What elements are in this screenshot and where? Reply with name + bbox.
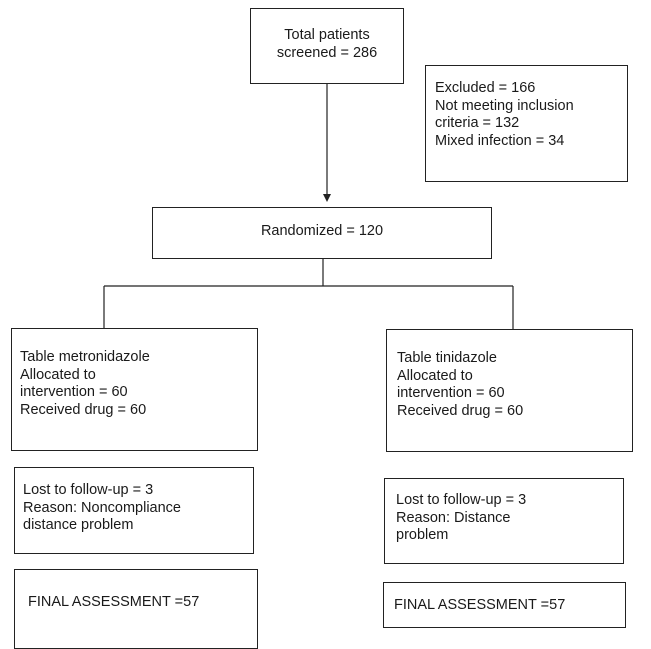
excluded-box: Excluded = 166 Not meeting inclusion cri… (425, 65, 628, 182)
left-allocation-box: Table metronidazole Allocated to interve… (11, 328, 258, 451)
right-followup-line-2: Reason: Distance (396, 509, 511, 526)
left-followup-line-1: Lost to follow-up = 3 (23, 482, 154, 498)
excluded-line-1: Excluded = 166 (435, 80, 536, 96)
right-allocation-line-4: Received drug = 60 (397, 402, 524, 419)
randomized-line-1: Randomized = 120 (260, 223, 384, 239)
screened-box: Total patients screened = 286 (250, 8, 404, 84)
left-followup-box: Lost to follow-up = 3 Reason: Noncomplia… (14, 467, 254, 554)
screened-line-1: Total patients (284, 27, 370, 43)
right-allocation-box: Table tinidazole Allocated to interventi… (386, 329, 633, 452)
left-allocation-line-4: Received drug = 60 (20, 401, 147, 418)
randomized-box: Randomized = 120 (152, 207, 492, 259)
left-allocation-line-2: Allocated to (20, 366, 96, 383)
excluded-line-3: criteria = 132 (435, 115, 520, 131)
right-allocation-line-1: Table tinidazole (397, 350, 497, 366)
left-followup-line-3: distance problem (23, 517, 134, 533)
right-followup-line-1: Lost to follow-up = 3 (396, 492, 527, 508)
left-final-line-1: FINAL ASSESSMENT =57 (28, 594, 200, 610)
left-followup-line-2: Reason: Noncompliance (23, 499, 181, 516)
screened-line-2: screened = 286 (276, 44, 378, 61)
right-allocation-line-3: intervention = 60 (397, 385, 505, 401)
excluded-line-2: Not meeting inclusion (435, 97, 574, 114)
right-allocation-line-2: Allocated to (397, 367, 473, 384)
left-allocation-line-1: Table metronidazole (20, 349, 150, 365)
right-followup-box: Lost to follow-up = 3 Reason: Distance p… (384, 478, 624, 564)
left-allocation-line-3: intervention = 60 (20, 384, 128, 400)
excluded-line-4: Mixed infection = 34 (435, 132, 565, 149)
right-final-line-1: FINAL ASSESSMENT =57 (394, 597, 566, 613)
right-followup-line-3: problem (396, 527, 449, 543)
right-final-box: FINAL ASSESSMENT =57 (383, 582, 626, 628)
left-final-box: FINAL ASSESSMENT =57 (14, 569, 258, 649)
